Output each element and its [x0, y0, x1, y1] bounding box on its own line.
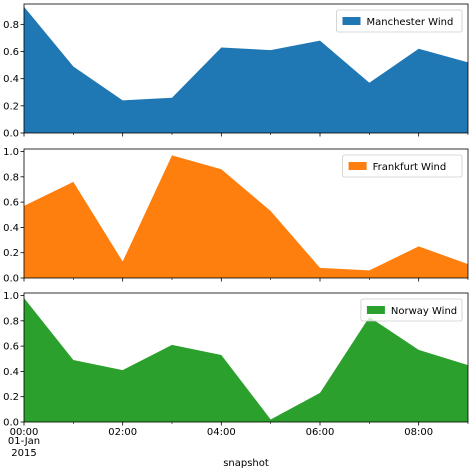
plot-frame	[23, 3, 469, 134]
y-tick-label: 1.0	[3, 147, 19, 158]
y-tick-label: 0.8	[3, 172, 19, 183]
series-area-2	[24, 155, 468, 278]
legend: Frankfurt Wind	[342, 154, 463, 178]
x-date-day: 01-Jan	[8, 436, 40, 447]
y-tick-label: 0.6	[3, 342, 19, 353]
legend: Manchester Wind	[336, 9, 463, 33]
y-tick-label: 0.0	[3, 129, 19, 140]
panel-3: 0.0 0.2 0.4 0.6 0.8 1.0 Norway Wind	[3, 291, 469, 429]
x-axis-title: snapshot	[223, 458, 269, 469]
legend-box	[336, 9, 463, 33]
y-tick-label: 0.2	[3, 248, 19, 259]
legend-swatch	[348, 162, 367, 170]
series-area-1	[24, 6, 468, 133]
legend-label: Manchester Wind	[367, 17, 454, 28]
x-tick-label: 02:00	[108, 427, 137, 438]
y-tick-label: 0.8	[3, 20, 19, 31]
chart-panels: 0.00.20.40.60.8 Manchester Wind0.00.20.40…	[3, 3, 469, 438]
legend-swatch	[342, 17, 361, 25]
legend: Norway Wind	[360, 298, 463, 322]
y-tick-label: 0.2	[3, 392, 19, 403]
legend-label: Frankfurt Wind	[373, 162, 447, 173]
x-axis-labels: 01-Jan 2015 snapshot	[8, 436, 269, 469]
legend-box	[342, 154, 463, 178]
plot-frame	[23, 148, 469, 279]
x-tick-label: 06:00	[306, 427, 335, 438]
y-tick-label: 0.8	[3, 316, 19, 327]
panel-2: 0.0 0.2 0.4 0.6 0.8 1.0 Frankfurt Wind	[3, 147, 469, 285]
y-tick-label: 0.4	[3, 223, 19, 234]
series-area-3	[24, 298, 468, 422]
legend-swatch	[366, 306, 385, 314]
y-tick-label: 0.0	[3, 274, 19, 285]
x-tick-label: 00:00	[10, 427, 39, 438]
y-tick-label: 1.0	[3, 291, 19, 302]
legend-box	[360, 298, 463, 322]
y-tick-label: 0.6	[3, 198, 19, 209]
x-tick-label: 08:00	[404, 427, 433, 438]
x-tick-label: 04:00	[207, 427, 236, 438]
legend-label: Norway Wind	[391, 306, 457, 317]
y-tick-label: 0.4	[3, 74, 19, 85]
y-tick-label: 0.2	[3, 101, 19, 112]
panel-1: 0.0 0.2 0.4 0.6 0.8 Manchester Wind	[3, 3, 469, 140]
y-tick-label: 0.4	[3, 367, 19, 378]
x-date-year: 2015	[11, 448, 36, 459]
plot-frame	[23, 292, 469, 423]
y-tick-label: 0.0	[3, 418, 19, 429]
y-tick-label: 0.6	[3, 47, 19, 58]
